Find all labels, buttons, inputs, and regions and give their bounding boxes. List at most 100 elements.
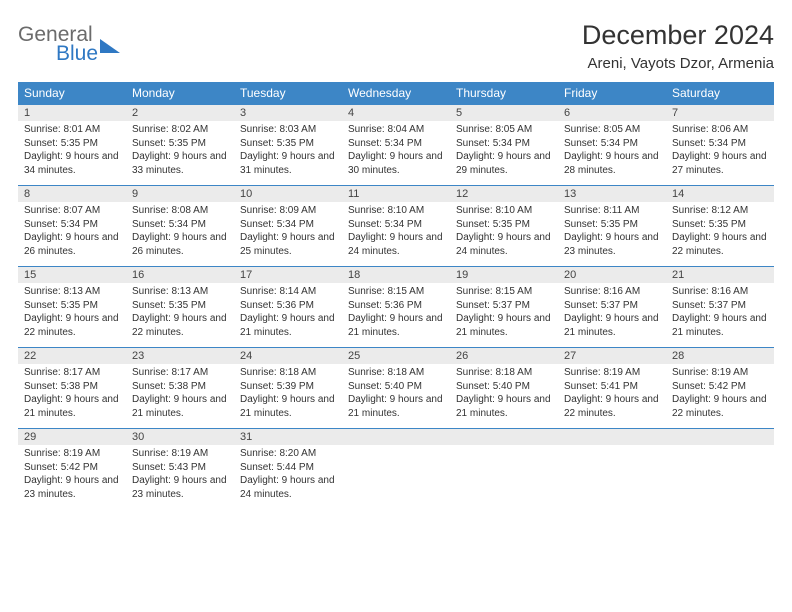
sunrise-line: Sunrise: 8:18 AM <box>240 366 336 380</box>
sunset-line: Sunset: 5:35 PM <box>672 218 768 232</box>
daylight-line: Daylight: 9 hours and 21 minutes. <box>456 393 552 420</box>
day-cell: 26Sunrise: 8:18 AMSunset: 5:40 PMDayligh… <box>450 348 558 429</box>
daylight-line: Daylight: 9 hours and 21 minutes. <box>348 312 444 339</box>
day-body: Sunrise: 8:13 AMSunset: 5:35 PMDaylight:… <box>18 283 126 347</box>
sunrise-line: Sunrise: 8:18 AM <box>348 366 444 380</box>
sunrise-line: Sunrise: 8:10 AM <box>348 204 444 218</box>
daylight-line: Daylight: 9 hours and 33 minutes. <box>132 150 228 177</box>
day-cell: 20Sunrise: 8:16 AMSunset: 5:37 PMDayligh… <box>558 267 666 348</box>
daylight-line: Daylight: 9 hours and 26 minutes. <box>132 231 228 258</box>
daylight-line: Daylight: 9 hours and 34 minutes. <box>24 150 120 177</box>
sunset-line: Sunset: 5:35 PM <box>132 137 228 151</box>
day-cell: 15Sunrise: 8:13 AMSunset: 5:35 PMDayligh… <box>18 267 126 348</box>
day-body: Sunrise: 8:16 AMSunset: 5:37 PMDaylight:… <box>666 283 774 347</box>
day-body: Sunrise: 8:06 AMSunset: 5:34 PMDaylight:… <box>666 121 774 185</box>
sunset-line: Sunset: 5:42 PM <box>672 380 768 394</box>
day-number: 20 <box>558 267 666 283</box>
location: Areni, Vayots Dzor, Armenia <box>582 55 774 72</box>
daylight-line: Daylight: 9 hours and 21 minutes. <box>456 312 552 339</box>
day-cell: 16Sunrise: 8:13 AMSunset: 5:35 PMDayligh… <box>126 267 234 348</box>
day-header: Monday <box>126 82 234 105</box>
day-cell: 23Sunrise: 8:17 AMSunset: 5:38 PMDayligh… <box>126 348 234 429</box>
week-row: 22Sunrise: 8:17 AMSunset: 5:38 PMDayligh… <box>18 348 774 429</box>
day-number: 12 <box>450 186 558 202</box>
sunrise-line: Sunrise: 8:08 AM <box>132 204 228 218</box>
daylight-line: Daylight: 9 hours and 21 minutes. <box>24 393 120 420</box>
day-body: Sunrise: 8:17 AMSunset: 5:38 PMDaylight:… <box>18 364 126 428</box>
sunrise-line: Sunrise: 8:18 AM <box>456 366 552 380</box>
logo-sail-icon <box>100 39 120 53</box>
day-number: 7 <box>666 105 774 121</box>
sunset-line: Sunset: 5:44 PM <box>240 461 336 475</box>
day-cell: 13Sunrise: 8:11 AMSunset: 5:35 PMDayligh… <box>558 186 666 267</box>
day-cell: 12Sunrise: 8:10 AMSunset: 5:35 PMDayligh… <box>450 186 558 267</box>
day-number: 4 <box>342 105 450 121</box>
calendar-page: General Blue December 2024 Areni, Vayots… <box>0 0 792 519</box>
day-cell: 7Sunrise: 8:06 AMSunset: 5:34 PMDaylight… <box>666 105 774 186</box>
day-cell: 11Sunrise: 8:10 AMSunset: 5:34 PMDayligh… <box>342 186 450 267</box>
day-body: Sunrise: 8:17 AMSunset: 5:38 PMDaylight:… <box>126 364 234 428</box>
day-number <box>342 429 450 445</box>
sunrise-line: Sunrise: 8:11 AM <box>564 204 660 218</box>
sunrise-line: Sunrise: 8:15 AM <box>456 285 552 299</box>
sunset-line: Sunset: 5:34 PM <box>672 137 768 151</box>
sunrise-line: Sunrise: 8:12 AM <box>672 204 768 218</box>
day-cell: 24Sunrise: 8:18 AMSunset: 5:39 PMDayligh… <box>234 348 342 429</box>
sunset-line: Sunset: 5:34 PM <box>132 218 228 232</box>
day-body: Sunrise: 8:11 AMSunset: 5:35 PMDaylight:… <box>558 202 666 266</box>
sunrise-line: Sunrise: 8:17 AM <box>24 366 120 380</box>
day-cell: 27Sunrise: 8:19 AMSunset: 5:41 PMDayligh… <box>558 348 666 429</box>
day-body: Sunrise: 8:01 AMSunset: 5:35 PMDaylight:… <box>18 121 126 185</box>
day-number: 26 <box>450 348 558 364</box>
daylight-line: Daylight: 9 hours and 21 minutes. <box>132 393 228 420</box>
day-body: Sunrise: 8:18 AMSunset: 5:40 PMDaylight:… <box>450 364 558 428</box>
day-number: 10 <box>234 186 342 202</box>
day-cell: 10Sunrise: 8:09 AMSunset: 5:34 PMDayligh… <box>234 186 342 267</box>
daylight-line: Daylight: 9 hours and 21 minutes. <box>672 312 768 339</box>
day-cell: 9Sunrise: 8:08 AMSunset: 5:34 PMDaylight… <box>126 186 234 267</box>
sunrise-line: Sunrise: 8:05 AM <box>564 123 660 137</box>
day-number <box>558 429 666 445</box>
sunrise-line: Sunrise: 8:03 AM <box>240 123 336 137</box>
day-body: Sunrise: 8:18 AMSunset: 5:40 PMDaylight:… <box>342 364 450 428</box>
day-cell <box>666 429 774 510</box>
day-header: Saturday <box>666 82 774 105</box>
day-body: Sunrise: 8:03 AMSunset: 5:35 PMDaylight:… <box>234 121 342 185</box>
day-body: Sunrise: 8:08 AMSunset: 5:34 PMDaylight:… <box>126 202 234 266</box>
sunset-line: Sunset: 5:34 PM <box>348 218 444 232</box>
daylight-line: Daylight: 9 hours and 31 minutes. <box>240 150 336 177</box>
day-cell: 14Sunrise: 8:12 AMSunset: 5:35 PMDayligh… <box>666 186 774 267</box>
day-body: Sunrise: 8:15 AMSunset: 5:36 PMDaylight:… <box>342 283 450 347</box>
week-row: 1Sunrise: 8:01 AMSunset: 5:35 PMDaylight… <box>18 105 774 186</box>
day-body: Sunrise: 8:19 AMSunset: 5:41 PMDaylight:… <box>558 364 666 428</box>
day-body <box>558 445 666 499</box>
day-number: 16 <box>126 267 234 283</box>
sunrise-line: Sunrise: 8:19 AM <box>672 366 768 380</box>
daylight-line: Daylight: 9 hours and 21 minutes. <box>240 393 336 420</box>
day-body: Sunrise: 8:10 AMSunset: 5:35 PMDaylight:… <box>450 202 558 266</box>
week-row: 8Sunrise: 8:07 AMSunset: 5:34 PMDaylight… <box>18 186 774 267</box>
daylight-line: Daylight: 9 hours and 23 minutes. <box>564 231 660 258</box>
day-cell: 3Sunrise: 8:03 AMSunset: 5:35 PMDaylight… <box>234 105 342 186</box>
day-number: 25 <box>342 348 450 364</box>
sunset-line: Sunset: 5:34 PM <box>564 137 660 151</box>
daylight-line: Daylight: 9 hours and 26 minutes. <box>24 231 120 258</box>
day-cell: 1Sunrise: 8:01 AMSunset: 5:35 PMDaylight… <box>18 105 126 186</box>
sunset-line: Sunset: 5:35 PM <box>240 137 336 151</box>
day-cell: 29Sunrise: 8:19 AMSunset: 5:42 PMDayligh… <box>18 429 126 510</box>
daylight-line: Daylight: 9 hours and 23 minutes. <box>24 474 120 501</box>
daylight-line: Daylight: 9 hours and 21 minutes. <box>240 312 336 339</box>
sunset-line: Sunset: 5:36 PM <box>240 299 336 313</box>
daylight-line: Daylight: 9 hours and 28 minutes. <box>564 150 660 177</box>
day-body: Sunrise: 8:15 AMSunset: 5:37 PMDaylight:… <box>450 283 558 347</box>
sunrise-line: Sunrise: 8:13 AM <box>132 285 228 299</box>
day-number: 14 <box>666 186 774 202</box>
day-number: 9 <box>126 186 234 202</box>
sunset-line: Sunset: 5:43 PM <box>132 461 228 475</box>
day-cell: 30Sunrise: 8:19 AMSunset: 5:43 PMDayligh… <box>126 429 234 510</box>
day-cell: 5Sunrise: 8:05 AMSunset: 5:34 PMDaylight… <box>450 105 558 186</box>
day-header: Thursday <box>450 82 558 105</box>
day-body: Sunrise: 8:07 AMSunset: 5:34 PMDaylight:… <box>18 202 126 266</box>
sunrise-line: Sunrise: 8:05 AM <box>456 123 552 137</box>
day-body: Sunrise: 8:02 AMSunset: 5:35 PMDaylight:… <box>126 121 234 185</box>
